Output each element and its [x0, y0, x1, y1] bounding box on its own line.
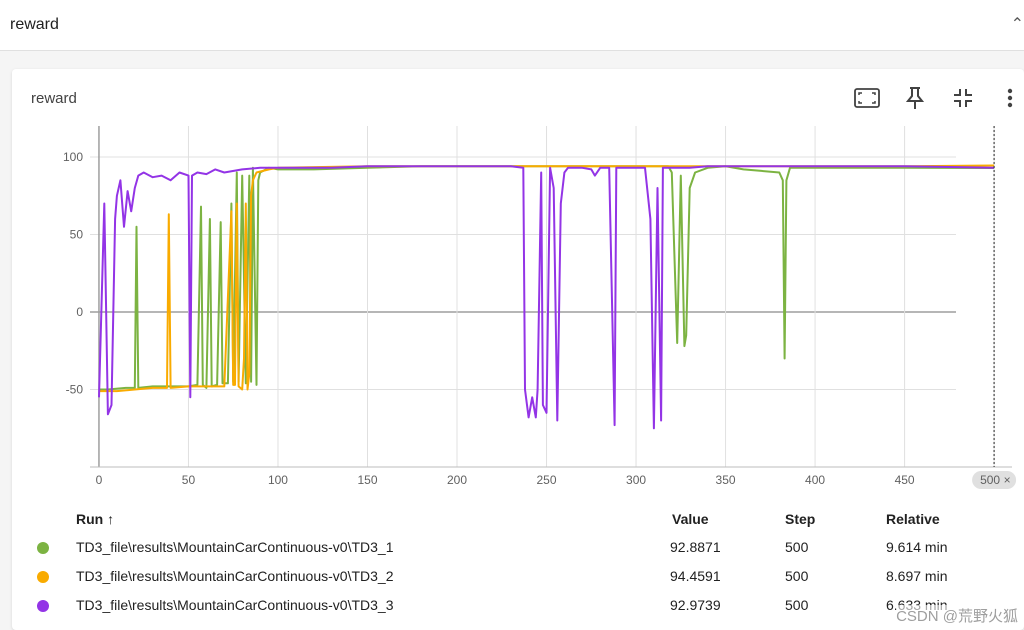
y-tick-label: -50 — [66, 383, 84, 397]
run-color-dot — [37, 600, 49, 612]
run-value: 92.9739 — [670, 597, 721, 613]
run-color-dot — [37, 542, 49, 554]
run-relative: 9.614 min — [886, 539, 948, 555]
close-icon: × — [1004, 473, 1011, 487]
chart-series — [98, 164, 995, 430]
chart-cursor: 500 × — [972, 126, 1017, 489]
pin-icon[interactable] — [900, 83, 930, 113]
table-row[interactable]: TD3_file\results\MountainCarContinuous-v… — [12, 533, 1024, 562]
watermark: CSDN @荒野火狐 — [896, 605, 1018, 626]
fit-domain-icon[interactable] — [948, 83, 978, 113]
y-tick-label: 0 — [76, 305, 83, 319]
y-tick-label: 100 — [63, 150, 83, 164]
x-tick-label: 150 — [357, 473, 377, 487]
header-step[interactable]: Step — [785, 511, 816, 527]
chevron-up-icon[interactable]: ⌃ — [1010, 16, 1024, 33]
step-cursor-chip — [972, 471, 1017, 489]
run-name: TD3_file\results\MountainCarContinuous-v… — [76, 597, 394, 613]
run-color-dot — [37, 571, 49, 583]
run-step: 500 — [785, 539, 809, 555]
fullscreen-icon[interactable] — [852, 83, 882, 113]
run-relative: 8.697 min — [886, 568, 948, 584]
table-row[interactable]: TD3_file\results\MountainCarContinuous-v… — [12, 591, 1024, 620]
x-tick-label: 450 — [895, 473, 915, 487]
header-run[interactable]: Run ↑ — [76, 511, 115, 527]
y-tick-label: 50 — [70, 228, 84, 242]
run-value: 94.4591 — [670, 568, 721, 584]
x-tick-label: 200 — [447, 473, 467, 487]
x-tick-label: 400 — [805, 473, 825, 487]
header-value[interactable]: Value — [672, 511, 709, 527]
section-header[interactable]: reward ⌃ — [0, 0, 1024, 51]
series-line — [99, 165, 995, 391]
run-step: 500 — [785, 597, 809, 613]
run-step: 500 — [785, 568, 809, 584]
run-value: 92.8871 — [670, 539, 721, 555]
table-row[interactable]: TD3_file\results\MountainCarContinuous-v… — [12, 562, 1024, 591]
chart-grid — [90, 126, 995, 467]
x-tick-label: 0 — [96, 473, 103, 487]
run-name: TD3_file\results\MountainCarContinuous-v… — [76, 539, 394, 555]
x-tick-label: 50 — [182, 473, 196, 487]
x-tick-label: 300 — [626, 473, 646, 487]
step-cursor-label: 500 — [980, 473, 1000, 487]
scalar-card: reward 100 50 0 -50 0 50 100 150 200 250 300 350 400… — [12, 69, 1024, 630]
series-line — [98, 165, 995, 430]
x-tick-label: 100 — [268, 473, 288, 487]
run-name: TD3_file\results\MountainCarContinuous-v… — [76, 568, 394, 584]
header-relative[interactable]: Relative — [886, 511, 940, 527]
x-tick-label: 250 — [537, 473, 557, 487]
section-title: reward — [10, 16, 59, 33]
x-tick-label: 350 — [716, 473, 736, 487]
more-vert-icon[interactable] — [995, 83, 1024, 113]
card-title: reward — [31, 90, 77, 107]
